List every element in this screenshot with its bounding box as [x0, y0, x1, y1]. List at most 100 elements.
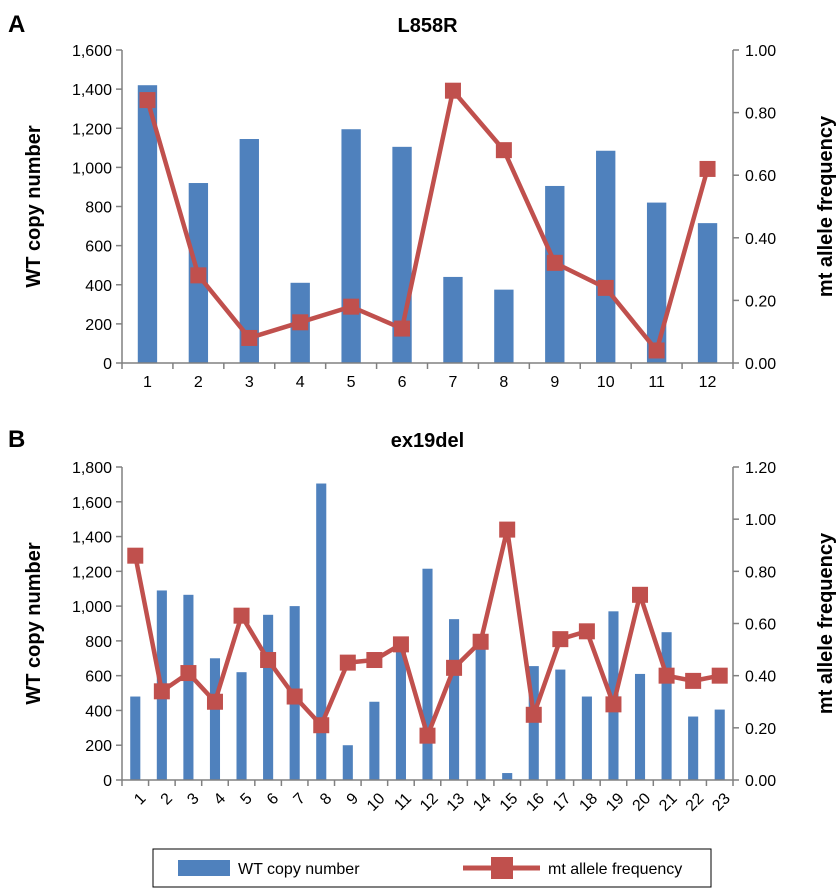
panel-b-xtick-label: 17: [550, 790, 575, 815]
panel-a-y2tick-label: 0.80: [745, 106, 776, 123]
legend-line-marker: [491, 857, 513, 879]
panel-a-xtick-label: 5: [347, 374, 356, 391]
panel-b-ytick-label: 1,400: [72, 530, 112, 547]
panel-a-xtick-label: 3: [245, 374, 254, 391]
panel-a-freq-point-4: [292, 314, 309, 331]
panel-a-ytick-label: 1,200: [72, 121, 112, 138]
panel-b-freq-point-9: [339, 654, 356, 671]
panel-b-ytick-label: 1,600: [72, 495, 112, 512]
panel-b-xtick-label: 4: [211, 790, 229, 808]
panel-b-freq-point-5: [233, 607, 250, 624]
panel-b-bar-3: [183, 594, 194, 780]
panel-b-letter: B: [8, 426, 25, 453]
panel-b-y2tick-label: 0.40: [745, 669, 776, 686]
panel-b-freq-point-19: [605, 696, 622, 713]
panel-b-xtick-label: 6: [264, 790, 282, 808]
panel-a-ytick-label: 1,400: [72, 82, 112, 99]
panel-b-bar-11: [395, 640, 406, 780]
panel-a-freq-point-8: [495, 142, 512, 159]
panel-a-bar-8: [494, 289, 514, 363]
panel-b-freq-point-7: [286, 688, 303, 705]
panel-a-freq-point-9: [546, 254, 563, 271]
panel-b-y2tick-label: 1.20: [745, 460, 776, 477]
panel-b-bar-4: [209, 658, 221, 780]
panel-b-y2label: mt allele frequency: [815, 532, 837, 714]
panel-b-y2tick-label: 1.00: [745, 512, 776, 529]
panel-a-freq-point-6: [394, 320, 411, 337]
legend-line-label: mt allele frequency: [548, 861, 682, 878]
panel-b-ytick-label: 400: [85, 703, 112, 720]
panel-b-freq-point-8: [313, 717, 330, 734]
panel-a-y2tick-label: 1.00: [745, 43, 776, 60]
panel-b-xtick-label: 1: [131, 790, 149, 808]
panel-a-letter: A: [8, 11, 25, 38]
panel-b-bar-20: [634, 673, 646, 780]
panel-a-ytick-label: 1,600: [72, 43, 112, 60]
panel-b-bar-23: [714, 709, 725, 780]
panel-b-xtick-label: 11: [391, 790, 415, 814]
panel-b-ytick-label: 1,800: [72, 460, 112, 477]
panel-b-freq-point-12: [419, 727, 436, 744]
panel-a-ylabel: WT copy number: [23, 125, 45, 287]
panel-a-xtick-label: 10: [597, 374, 615, 391]
panel-b-freq-point-15: [499, 521, 516, 538]
panel-b-bar-16: [528, 666, 539, 780]
panel-b-xtick-label: 14: [470, 790, 495, 815]
panel-b-ytick-label: 200: [85, 738, 112, 755]
panel-a-freq-point-11: [648, 342, 665, 359]
panel-b-bar-12: [422, 568, 433, 780]
panel-b-freq-point-10: [366, 652, 383, 669]
panel-b-freq-point-18: [578, 623, 595, 640]
panel-b-xtick-label: 23: [709, 790, 734, 815]
panel-b-bar-15: [502, 773, 513, 780]
panel-b-y2tick-label: 0.60: [745, 617, 776, 634]
panel-b-freq-point-17: [552, 631, 569, 648]
panel-a-freq-point-3: [241, 329, 258, 346]
panel-b-bar-10: [369, 701, 380, 780]
panel-b-ylabel: WT copy number: [23, 542, 45, 704]
panel-a-y2label: mt allele frequency: [815, 115, 837, 297]
panel-b-ytick-label: 1,200: [72, 564, 112, 581]
panel-a-xtick-label: 1: [143, 374, 152, 391]
panel-a-xtick-label: 4: [296, 374, 305, 391]
panel-b-bar-22: [688, 716, 699, 780]
panel-b-ytick-label: 0: [103, 773, 112, 790]
panel-a-xtick-label: 2: [194, 374, 203, 391]
panel-b-xtick-label: 3: [184, 790, 202, 808]
panel-a-ytick-label: 400: [85, 278, 112, 295]
panel-b-freq-point-16: [525, 706, 542, 723]
legend-bar-label: WT copy number: [238, 861, 360, 878]
panel-a-ytick-label: 200: [85, 317, 112, 334]
legend-bar-swatch: [178, 860, 230, 876]
panel-a-xtick-label: 11: [648, 374, 665, 391]
panel-a-freq-point-10: [597, 279, 614, 296]
panel-b-bar-18: [581, 696, 592, 780]
legend-box: [152, 848, 712, 888]
panel-a-freq-point-12: [699, 160, 716, 177]
panel-a-bar-11: [646, 202, 667, 363]
panel-a-ytick-label: 800: [85, 200, 112, 217]
panel-a-freq-point-7: [444, 82, 461, 99]
panel-b-freq-point-23: [711, 667, 728, 684]
panel-b-xtick-label: 18: [576, 790, 601, 815]
panel-a-xtick-label: 7: [449, 374, 458, 391]
panel-b-freq-point-21: [658, 667, 675, 684]
panel-b-freq-point-22: [685, 672, 702, 689]
panel-b-bar-1: [130, 696, 141, 780]
panel-b-xtick-label: 15: [497, 790, 522, 815]
panel-a-bar-10: [596, 150, 616, 363]
panel-b-ytick-label: 600: [85, 669, 112, 686]
panel-a-y2tick-label: 0.20: [745, 293, 776, 310]
panel-b-title: ex19del: [391, 430, 464, 452]
panel-a: A L858R 0 200 400 600 800 1,000 1,200 1,400 1,600 0…: [8, 11, 837, 391]
panel-a-freq-line: [145, 88, 710, 353]
panel-b-xtick-label: 19: [603, 790, 628, 815]
panel-a-xtick-label: 6: [398, 374, 407, 391]
panel-b-freq-point-11: [392, 636, 409, 653]
panel-a-xtick-label: 12: [699, 374, 717, 391]
panel-b-y2tick-label: 0.20: [745, 721, 776, 738]
panel-b-freq-point-3: [180, 665, 197, 682]
panel-a-ytick-label: 600: [85, 239, 112, 256]
